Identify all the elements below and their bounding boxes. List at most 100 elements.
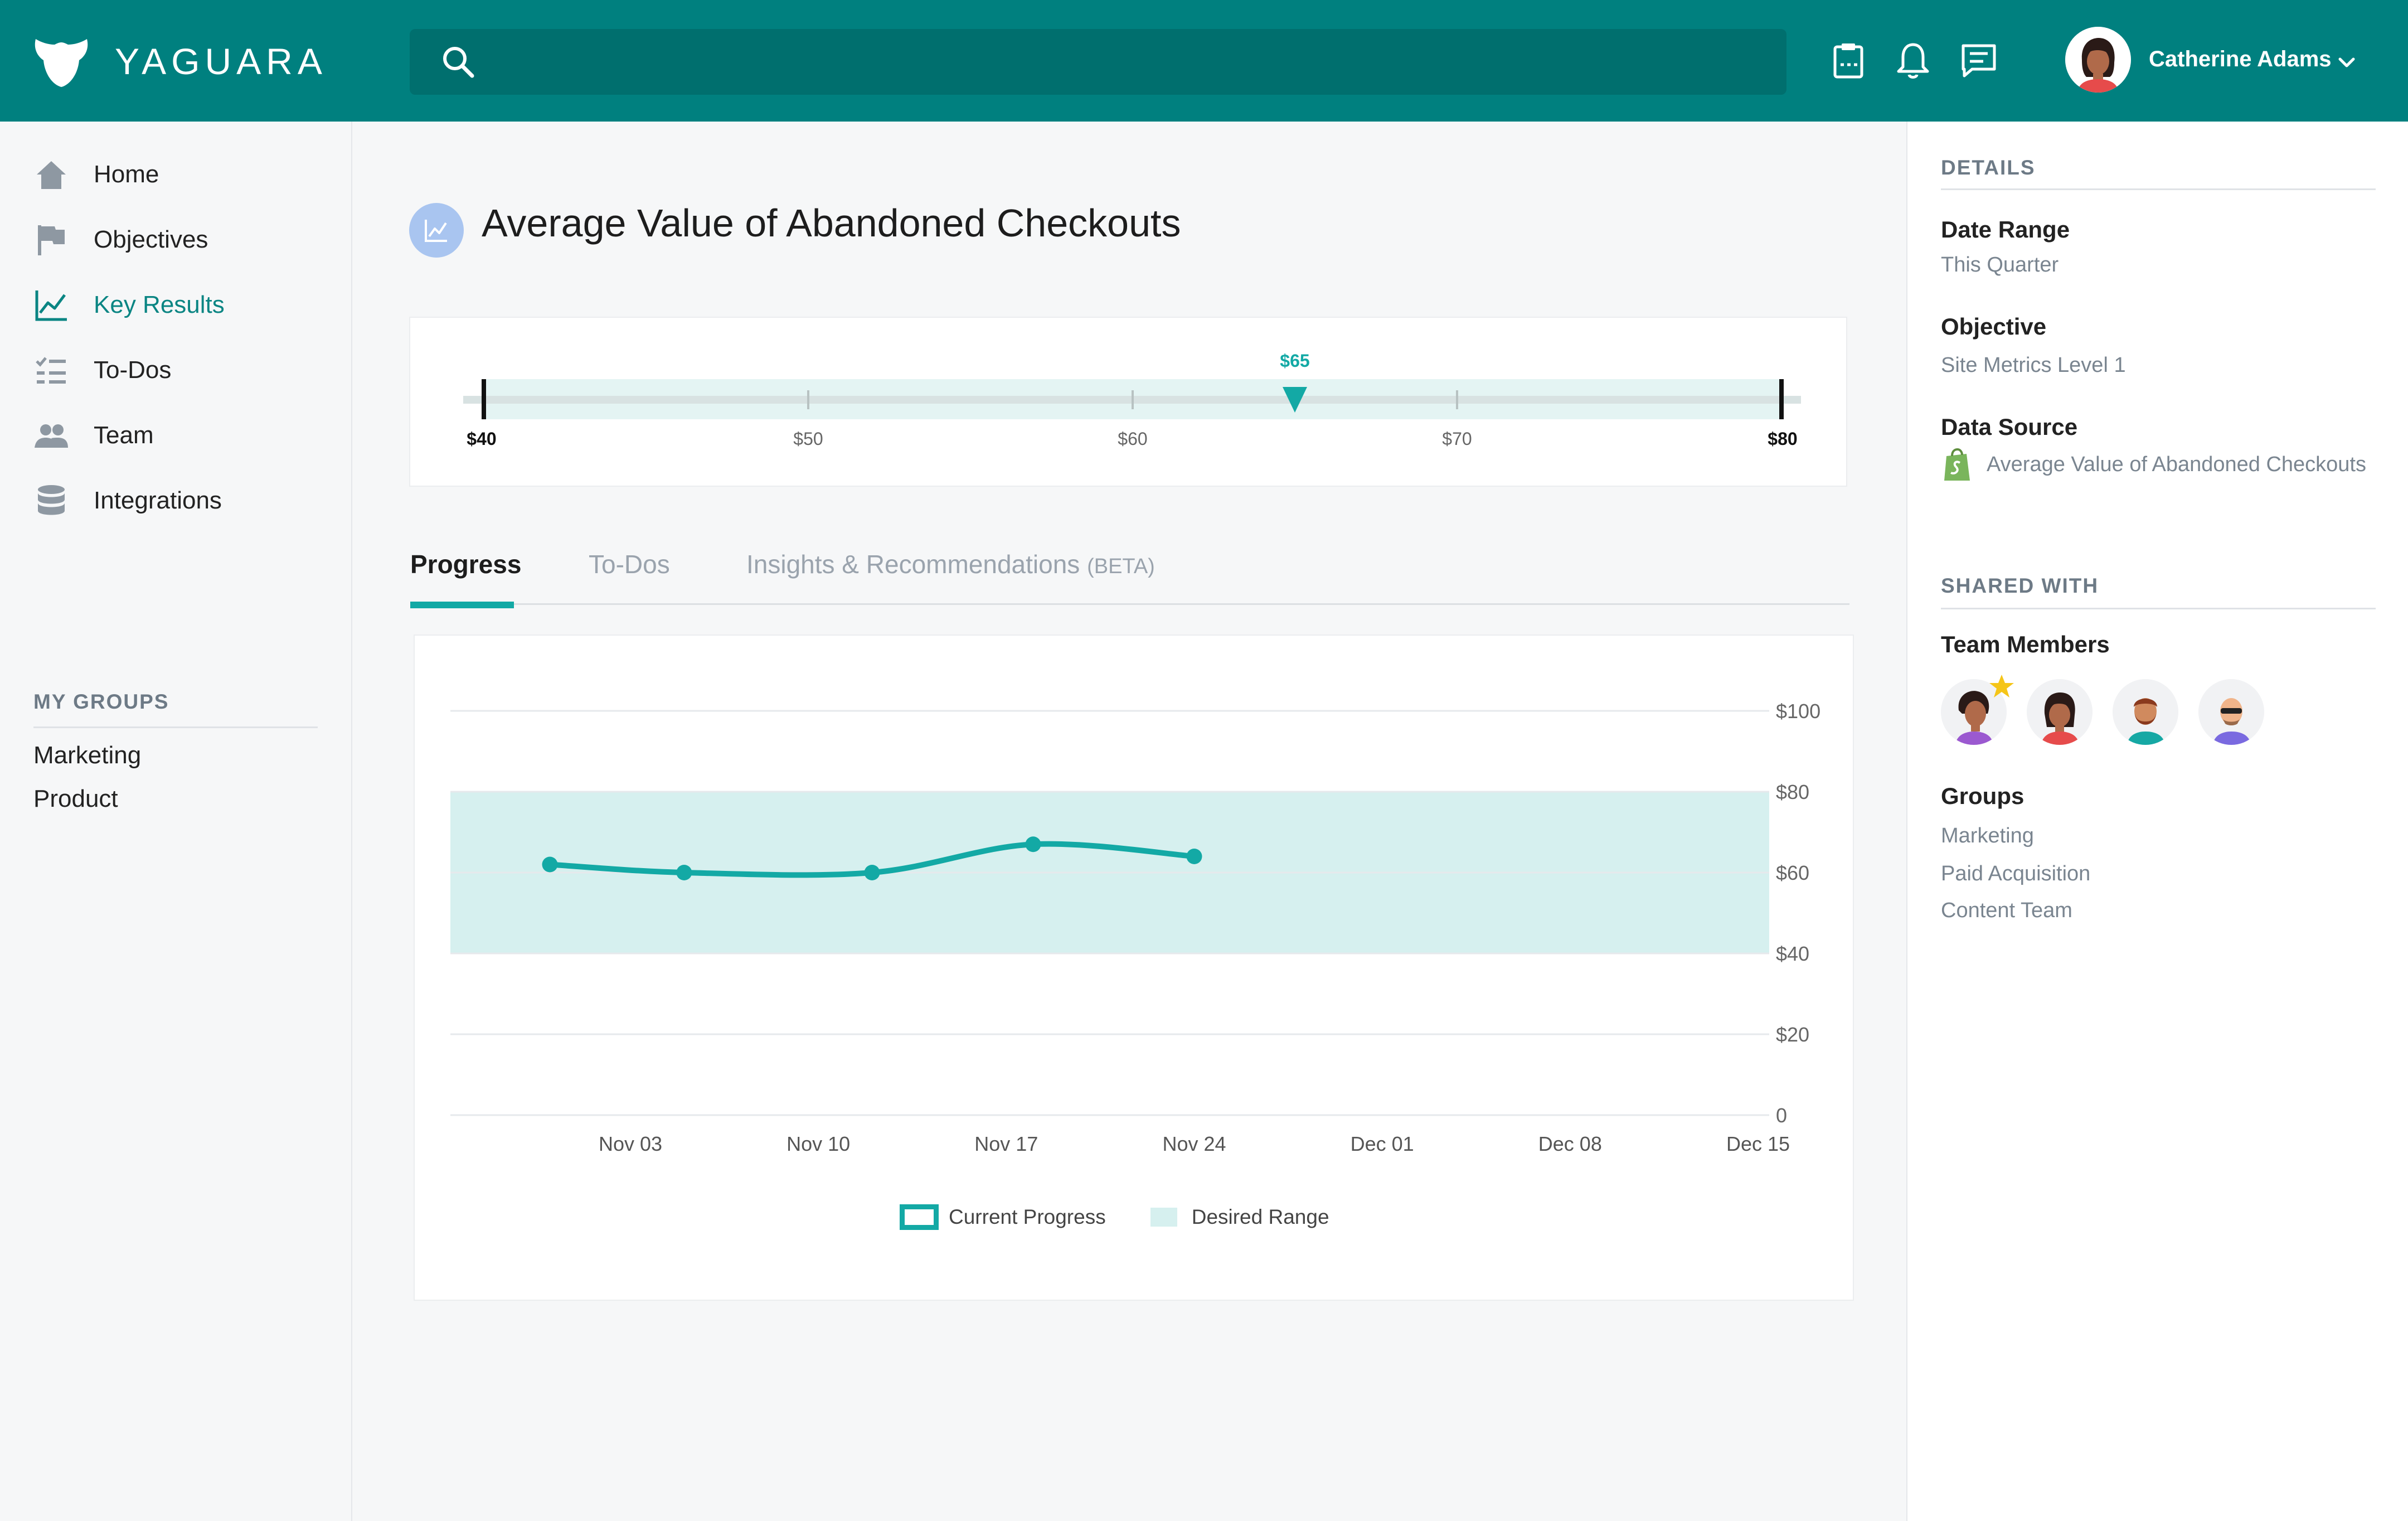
- x-tick-label: Nov 10: [787, 1132, 850, 1155]
- tab-label: Progress: [410, 550, 522, 579]
- clipboard-icon[interactable]: [1829, 41, 1867, 80]
- objective-label: Objective: [1941, 313, 2047, 340]
- x-tick-label: Nov 03: [599, 1132, 662, 1155]
- team-member-avatar[interactable]: [2113, 679, 2178, 745]
- legend-swatch-desired: [1150, 1208, 1177, 1227]
- sidebar-item-key-results[interactable]: Key Results: [33, 285, 225, 324]
- shared-group-content-team[interactable]: Content Team: [1941, 899, 2072, 922]
- y-tick-label: $80: [1776, 781, 1809, 803]
- chart-line-icon: [425, 220, 447, 242]
- sidebar-item-label: Objectives: [94, 226, 208, 253]
- legend-label-current: Current Progress: [949, 1205, 1106, 1228]
- details-heading: DETAILS: [1941, 156, 2036, 179]
- data-point[interactable]: [542, 856, 558, 873]
- data-point[interactable]: [676, 865, 692, 880]
- y-tick-label: $60: [1776, 861, 1809, 884]
- sidebar-item-team[interactable]: Team: [33, 416, 154, 455]
- team-member-avatar[interactable]: [2027, 679, 2093, 745]
- tab-insights[interactable]: Insights & Recommendations (BETA): [746, 549, 1155, 579]
- tab-to-dos[interactable]: To-Dos: [589, 549, 670, 579]
- sidebar-item-to-dos[interactable]: To-Dos: [33, 351, 171, 390]
- range-max-label: $80: [1768, 429, 1797, 449]
- shared-group-paid-acquisition[interactable]: Paid Acquisition: [1941, 862, 2091, 885]
- tab-progress[interactable]: Progress: [410, 549, 522, 608]
- search-input[interactable]: [410, 29, 1786, 95]
- range-tick-label: $50: [793, 429, 823, 449]
- top-bar: YAGUARA Catherine Adams: [0, 0, 2408, 122]
- team-members-label: Team Members: [1941, 631, 2110, 657]
- star-icon: [1989, 675, 2014, 697]
- sidebar-item-label: To-Dos: [94, 356, 172, 384]
- people-icon: [35, 424, 68, 448]
- y-tick-label: 0: [1776, 1104, 1787, 1127]
- search-icon: [443, 47, 474, 78]
- data-point[interactable]: [1186, 849, 1202, 864]
- range-tick: [1456, 390, 1458, 409]
- sidebar-item-home[interactable]: Home: [33, 155, 159, 194]
- y-tick-label: $20: [1776, 1023, 1809, 1046]
- objective-link[interactable]: Site Metrics Level 1: [1941, 353, 2126, 377]
- page-title: Average Value of Abandoned Checkouts: [482, 201, 1181, 245]
- target-range-card: $40 $80 $50 $60 $70 $65: [409, 317, 1847, 487]
- chevron-down-icon[interactable]: [2336, 51, 2358, 74]
- sidebar-item-label: Team: [94, 422, 154, 449]
- user-avatar[interactable]: [2065, 27, 2131, 93]
- x-tick-label: Nov 24: [1162, 1132, 1226, 1155]
- tab-label: To-Dos: [589, 550, 670, 579]
- tab-bar: Progress To-Dos Insights & Recommendatio…: [410, 549, 1849, 608]
- team-member-avatar[interactable]: [1941, 679, 2007, 745]
- range-max-tick: [1779, 379, 1784, 419]
- flag-icon: [38, 225, 65, 255]
- divider: [1941, 608, 2376, 609]
- data-source-label: Data Source: [1941, 414, 2078, 440]
- sidebar-item-integrations[interactable]: Integrations: [33, 481, 222, 520]
- checklist-icon: [36, 357, 66, 384]
- tab-label: Insights & Recommendations: [746, 550, 1080, 579]
- sidebar-item-label: Key Results: [94, 291, 225, 318]
- range-min-tick: [482, 379, 486, 419]
- user-name[interactable]: Catherine Adams: [2149, 47, 2332, 71]
- shared-with-heading: SHARED WITH: [1941, 574, 2099, 597]
- data-point[interactable]: [1025, 836, 1041, 852]
- chat-icon[interactable]: [1960, 41, 1998, 80]
- y-tick-label: $40: [1776, 942, 1809, 965]
- beta-badge: (BETA): [1087, 555, 1155, 578]
- legend-label-desired: Desired Range: [1191, 1205, 1329, 1228]
- group-link-marketing[interactable]: Marketing: [33, 742, 142, 769]
- range-tick: [1132, 390, 1134, 409]
- team-member-avatar[interactable]: [2198, 679, 2264, 745]
- data-source-value: Average Value of Abandoned Checkouts: [1987, 453, 2366, 476]
- x-tick-label: Dec 08: [1538, 1132, 1602, 1155]
- details-panel: DETAILS Date Range This Quarter Objectiv…: [1906, 122, 2408, 1521]
- sidebar: Home Objectives Key Results To-Dos Team …: [0, 122, 352, 1521]
- brand-name: YAGUARA: [115, 41, 327, 82]
- x-tick-label: Dec 15: [1726, 1132, 1790, 1155]
- legend-swatch-current: [900, 1204, 939, 1230]
- data-point[interactable]: [864, 865, 880, 880]
- divider: [1941, 188, 2376, 190]
- sidebar-item-label: Integrations: [94, 487, 222, 514]
- jaguar-logo-icon: [35, 39, 88, 87]
- progress-chart: $100 $80 $60 $40 $20 0 Nov 03 Nov 10 Nov 17 Nov 2…: [450, 700, 1820, 1155]
- logo[interactable]: YAGUARA: [32, 33, 327, 89]
- shopify-icon: [1944, 448, 1970, 481]
- x-tick-label: Nov 17: [974, 1132, 1038, 1155]
- sidebar-item-objectives[interactable]: Objectives: [33, 220, 208, 259]
- range-min-label: $40: [467, 429, 496, 449]
- date-range-value: This Quarter: [1941, 253, 2059, 277]
- sidebar-item-label: Home: [94, 161, 159, 188]
- range-gauge: $40 $80 $50 $60 $70 $65: [463, 351, 1801, 449]
- chart-legend: Current Progress Desired Range: [900, 1204, 1329, 1230]
- key-result-badge: [409, 203, 464, 258]
- progress-chart-card: $100 $80 $60 $40 $20 0 Nov 03 Nov 10 Nov 17 Nov 2…: [414, 634, 1854, 1301]
- active-tab-indicator: [410, 602, 514, 608]
- home-icon: [37, 161, 66, 189]
- bell-icon[interactable]: [1894, 41, 1932, 80]
- range-tick-label: $60: [1118, 429, 1147, 449]
- current-value-label: $65: [1280, 351, 1309, 371]
- shared-group-marketing[interactable]: Marketing: [1941, 824, 2034, 847]
- divider: [33, 726, 318, 728]
- group-link-product[interactable]: Product: [33, 785, 118, 812]
- chart-line-icon: [35, 290, 67, 321]
- range-tick-label: $70: [1442, 429, 1472, 449]
